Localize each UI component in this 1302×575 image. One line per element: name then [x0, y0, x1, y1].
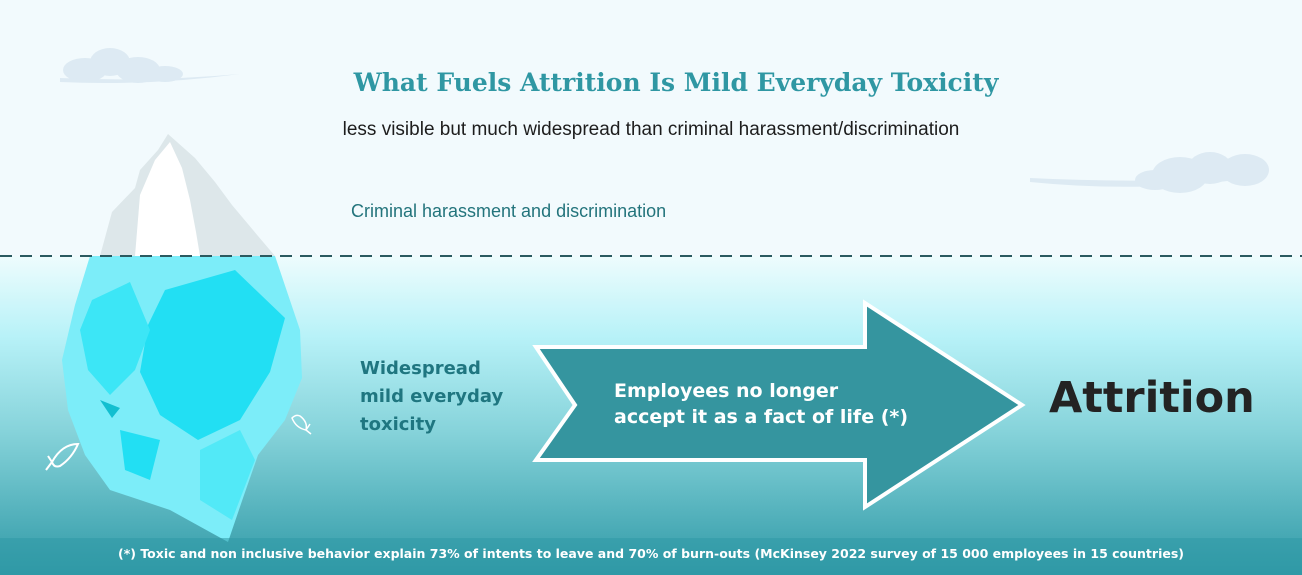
iceberg-tip-icon [100, 134, 275, 256]
below-water-label-line: mild everyday [360, 386, 504, 407]
below-water-label-line: toxicity [360, 414, 436, 435]
below-water-label-line: Widespread [360, 358, 481, 379]
cloud-right-icon [1030, 152, 1269, 193]
iceberg-underwater-icon [62, 256, 302, 542]
arrow-text: Employees no longer accept it as a fact … [614, 378, 954, 430]
arrow-text-line: Employees no longer [614, 380, 839, 402]
page-title: What Fuels Attrition Is Mild Everyday To… [353, 68, 999, 97]
outcome-label: Attrition [1049, 373, 1255, 423]
page-subtitle: less visible but much widespread than cr… [342, 119, 960, 140]
cloud-left-icon [60, 48, 240, 83]
below-water-label: Widespread mild everyday toxicity [360, 355, 530, 439]
fish-left-icon [45, 442, 80, 471]
arrow-shape [532, 299, 1026, 511]
above-water-label: Criminal harassment and discrimination [351, 201, 667, 221]
footnote-band [0, 538, 1302, 575]
arrow-text-line: accept it as a fact of life (*) [614, 406, 908, 428]
footnote: (*) Toxic and non inclusive behavior exp… [118, 546, 1184, 561]
fish-right-icon [291, 414, 312, 435]
